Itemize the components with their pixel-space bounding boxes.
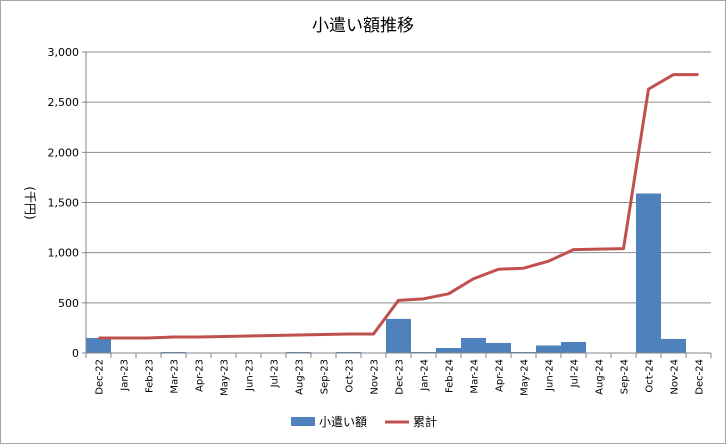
bar-layer	[86, 193, 686, 353]
x-tick-label: Mar-24	[470, 359, 481, 394]
y-tick-label: 1,500	[48, 197, 80, 210]
x-tick-label: Feb-24	[445, 359, 456, 393]
legend-line-label: 累計	[413, 414, 437, 429]
y-tick-label: 1,000	[48, 247, 80, 260]
axis-layer: 0 500 1,000 1,500 2,000 2,500 3,000 Dec-22 Jan-2…	[48, 46, 712, 396]
x-tick-label: Aug-23	[295, 359, 306, 395]
cumulative-line	[99, 75, 699, 338]
legend: 小遣い額 累計	[291, 414, 437, 429]
x-tick-label: Jun-23	[245, 359, 256, 392]
x-tick-label: Dec-22	[95, 359, 106, 395]
bar	[561, 342, 586, 353]
x-tick-label: Sep-23	[320, 359, 331, 394]
grid-layer	[86, 52, 711, 353]
x-tick-label: Jul-24	[570, 359, 581, 388]
x-tick-label: Jan-23	[120, 359, 131, 392]
x-tick-label: Feb-23	[145, 359, 156, 393]
bar	[636, 193, 661, 353]
x-tick-label: Aug-24	[595, 359, 606, 395]
bar	[386, 319, 411, 353]
line-layer	[99, 75, 699, 338]
x-tick-label: Mar-23	[170, 359, 181, 394]
y-tick-label: 500	[58, 297, 79, 310]
bar	[536, 345, 561, 353]
x-tick-label: Nov-23	[370, 359, 381, 395]
chart-title: 小遣い額推移	[312, 16, 414, 36]
x-tick-label: Apr-23	[195, 359, 206, 392]
bar	[486, 343, 511, 353]
y-tick-label: 0	[72, 347, 79, 360]
y-axis-label: (千円)	[23, 186, 37, 219]
x-tick-label: Dec-23	[395, 359, 406, 395]
legend-bar-label: 小遣い額	[319, 414, 367, 429]
x-tick-label: Apr-24	[495, 359, 506, 392]
bar	[661, 339, 686, 353]
y-tick-label: 2,000	[48, 146, 80, 159]
x-tick-label: May-24	[520, 359, 531, 396]
x-tick-label: Sep-24	[620, 359, 631, 394]
x-tick-label: Dec-24	[695, 359, 706, 395]
x-tick-label: Nov-24	[670, 359, 681, 395]
x-tick-label: Jun-24	[545, 359, 556, 392]
x-tick-label: Oct-24	[645, 359, 656, 393]
bar	[86, 338, 111, 353]
bar	[461, 338, 486, 353]
legend-bar-swatch	[291, 417, 315, 426]
bar	[436, 348, 461, 353]
y-tick-label: 3,000	[48, 46, 80, 59]
x-tick-label: Jan-24	[420, 359, 431, 392]
x-tick-label: Jul-23	[270, 359, 281, 388]
x-tick-label: Oct-23	[345, 359, 356, 393]
x-tick-label: May-23	[220, 359, 231, 396]
y-tick-label: 2,500	[48, 96, 80, 109]
